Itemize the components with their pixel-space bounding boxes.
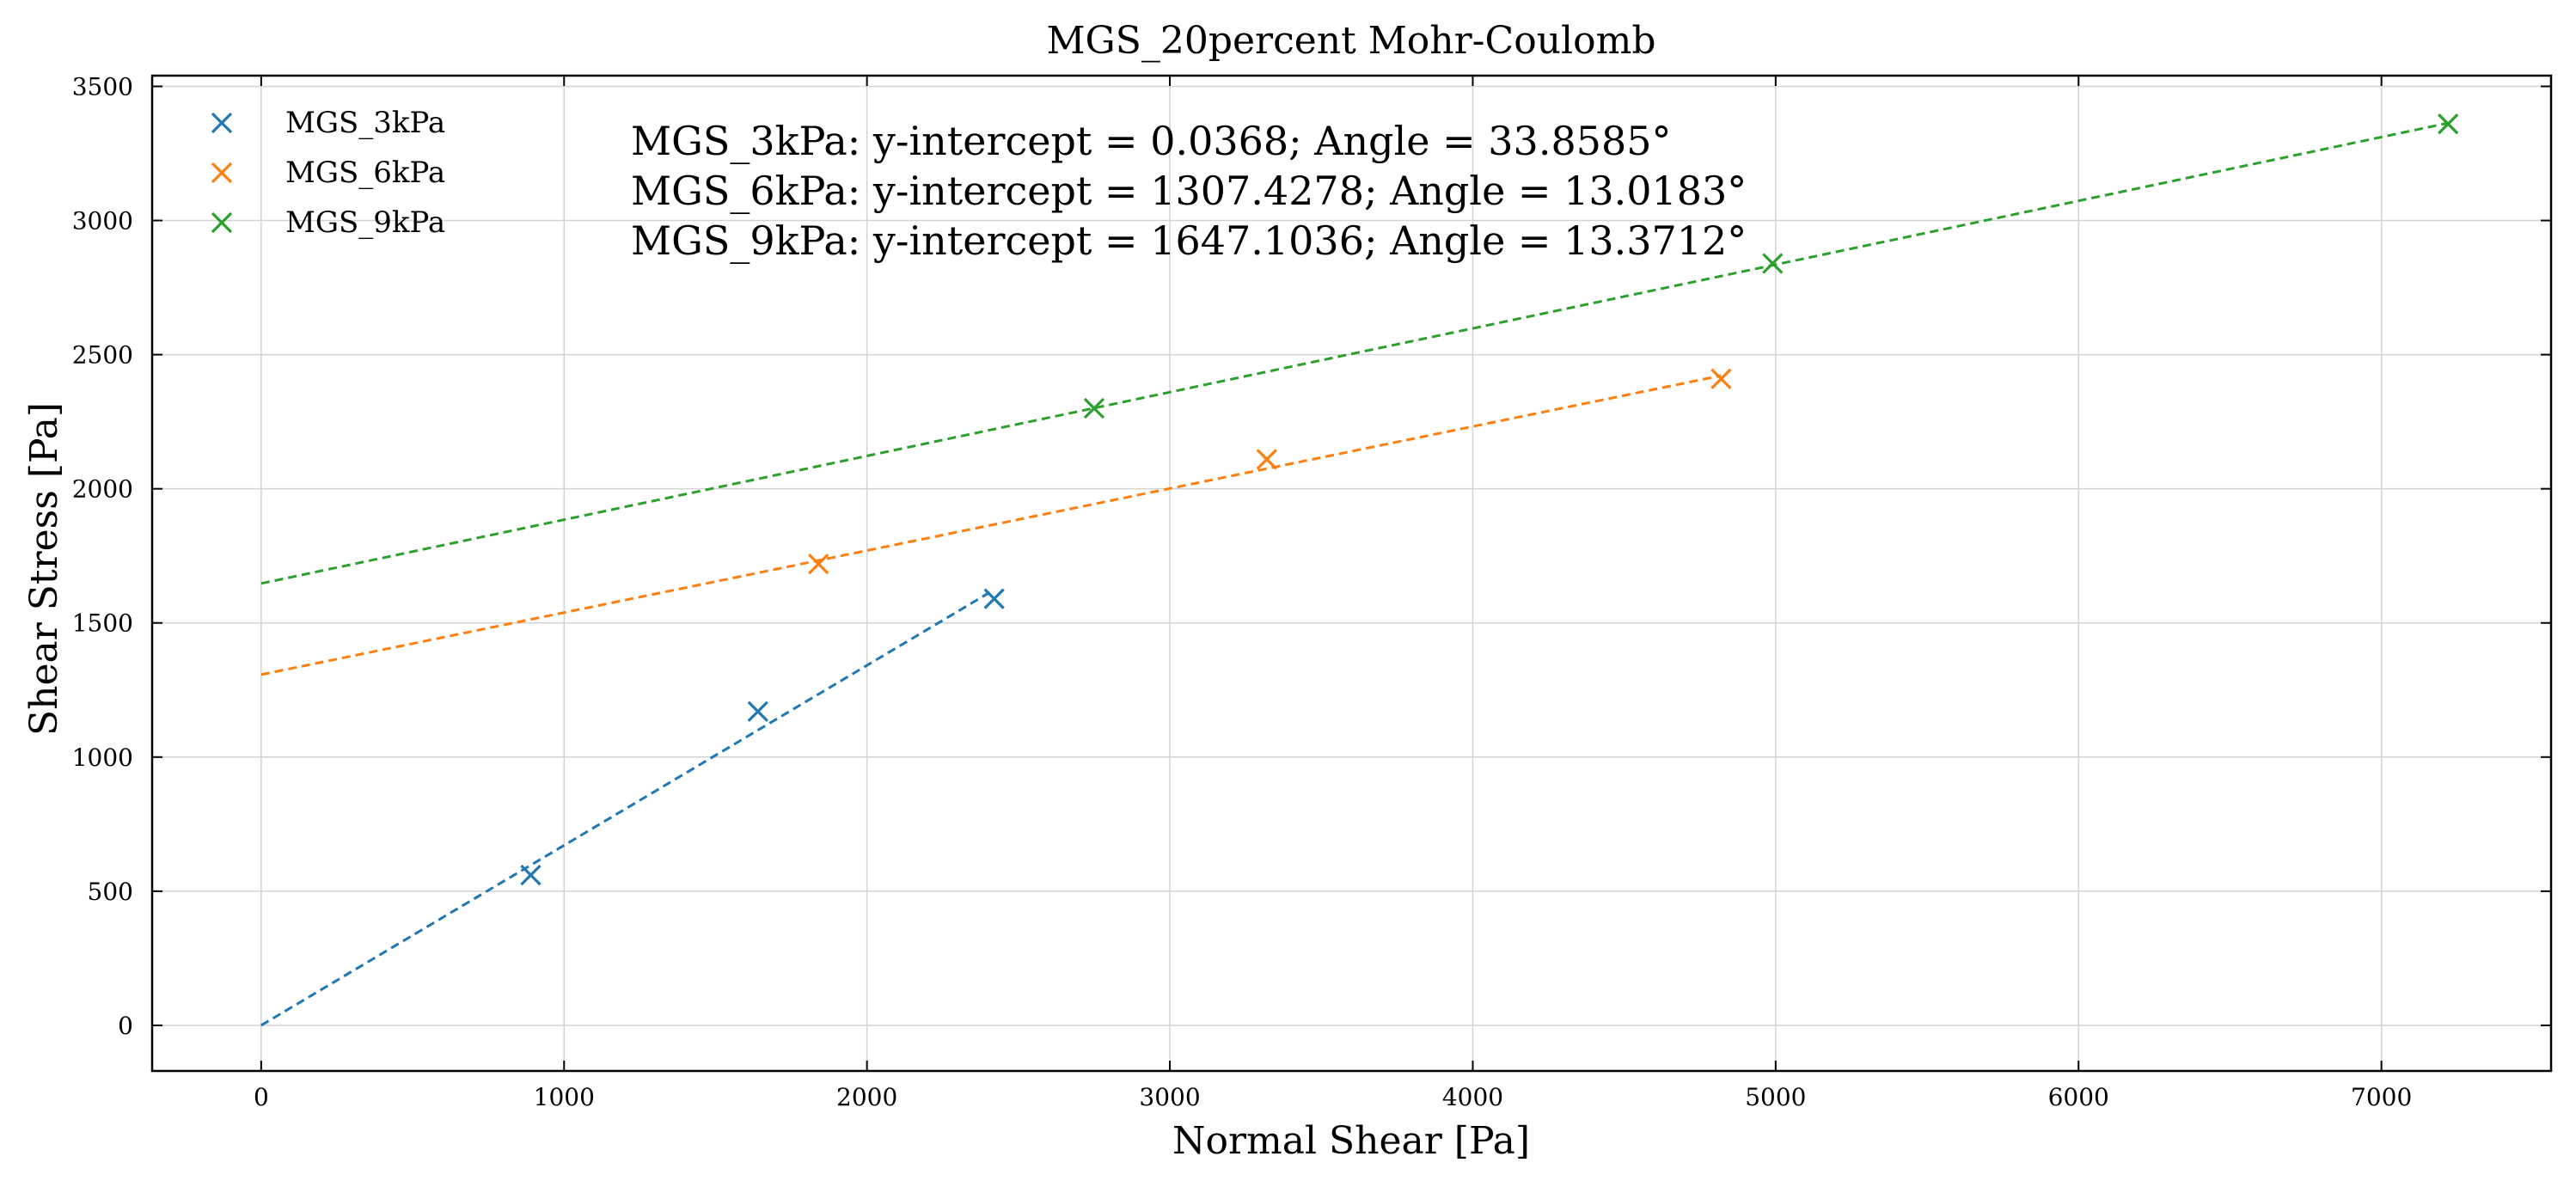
- x-tick-label: 3000: [1139, 1083, 1200, 1111]
- fit-line-MGS_3kPa: [260, 588, 995, 1027]
- annotation-text: MGS_6kPa: y-intercept = 1307.4278; Angle…: [631, 168, 1747, 214]
- legend-label: MGS_3kPa: [285, 106, 445, 140]
- data-point-MGS_9kPa: [1083, 397, 1105, 419]
- data-point-MGS_6kPa: [1256, 449, 1277, 470]
- legend-label: MGS_9kPa: [285, 205, 445, 240]
- legend-marker-MGS_3kPa: [211, 112, 233, 134]
- legend-label: MGS_6kPa: [285, 156, 445, 190]
- x-tick-label: 7000: [2351, 1083, 2412, 1111]
- data-point-MGS_6kPa: [808, 553, 829, 575]
- data-point-MGS_3kPa: [983, 588, 1005, 609]
- x-tick-label: 0: [254, 1083, 269, 1111]
- axis-ticks: 0 1000 2000 3000 4000 5000 6000 7000 0 500 1000 150…: [72, 72, 2551, 1111]
- x-tick-label: 4000: [1442, 1083, 1503, 1111]
- annotations: MGS_3kPa: y-intercept = 0.0368; Angle = …: [631, 118, 1747, 264]
- data-point-MGS_3kPa: [520, 865, 542, 886]
- y-tick-label: 1000: [72, 743, 133, 772]
- x-tick-label: 1000: [534, 1083, 595, 1111]
- x-axis-title: Normal Shear [Pa]: [1172, 1119, 1530, 1163]
- plot-frame: [150, 74, 2553, 1073]
- y-tick-label: 2000: [72, 475, 133, 504]
- x-tick-label: 6000: [2048, 1083, 2109, 1111]
- chart-title: MGS_20percent Mohr-Coulomb: [1047, 19, 1656, 63]
- data-point-MGS_9kPa: [2438, 113, 2459, 135]
- data-point-MGS_6kPa: [1710, 368, 1732, 389]
- x-tick-label: 2000: [836, 1083, 897, 1111]
- legend-marker-MGS_9kPa: [211, 211, 233, 234]
- annotation-text: MGS_9kPa: y-intercept = 1647.1036; Angle…: [631, 217, 1747, 264]
- fit-line-MGS_9kPa: [260, 121, 2449, 585]
- y-tick-label: 3000: [72, 207, 133, 236]
- y-axis-title: Shear Stress [Pa]: [22, 402, 66, 736]
- annotation-text: MGS_3kPa: y-intercept = 0.0368; Angle = …: [631, 118, 1672, 164]
- y-tick-label: 500: [88, 878, 133, 906]
- data-point-MGS_3kPa: [747, 701, 768, 722]
- fit-line-MGS_6kPa: [260, 374, 1722, 676]
- fit-lines: [260, 121, 2449, 1027]
- legend-marker-MGS_6kPa: [211, 162, 233, 184]
- y-tick-label: 0: [118, 1012, 133, 1040]
- y-tick-label: 2500: [72, 341, 133, 370]
- data-points: [520, 113, 2459, 886]
- y-tick-label: 3500: [72, 72, 133, 101]
- x-tick-label: 5000: [1745, 1083, 1806, 1111]
- y-tick-label: 1500: [72, 609, 133, 638]
- data-point-MGS_9kPa: [1762, 253, 1784, 274]
- legend: MGS_3kPa MGS_6kPa MGS_9kPa: [211, 106, 445, 240]
